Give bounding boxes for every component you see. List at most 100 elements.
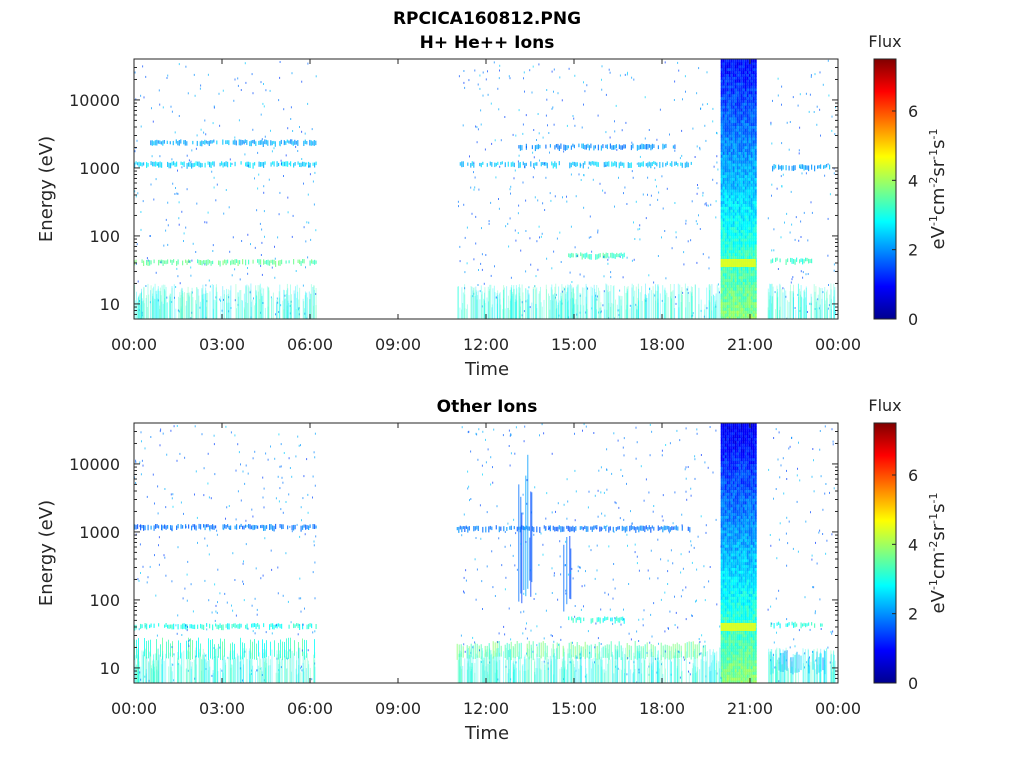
flux-cell (538, 293, 540, 319)
flux-cell (736, 119, 739, 124)
flux-cell (722, 564, 725, 568)
flux-cell (786, 212, 788, 215)
flux-cell (734, 108, 737, 112)
flux-cell (754, 102, 757, 106)
flux-cell (722, 151, 725, 155)
flux-cell (580, 164, 582, 167)
flux-cell (716, 132, 718, 135)
flux-cell (754, 275, 757, 280)
flux-cell (734, 102, 737, 106)
flux-cell (720, 116, 723, 121)
flux-cell (468, 646, 470, 659)
flux-cell (732, 584, 735, 589)
flux-cell (252, 162, 254, 169)
flux-cell (290, 118, 292, 120)
flux-cell (510, 525, 512, 530)
flux-cell (175, 286, 177, 288)
flux-cell (748, 633, 751, 638)
flux-cell (736, 64, 739, 69)
flux-cell (732, 275, 735, 280)
flux-cell (734, 194, 737, 199)
flux-cell (748, 64, 751, 69)
flux-cell (722, 301, 725, 306)
flux-cell (720, 59, 723, 63)
flux-cell (720, 605, 723, 609)
flux-cell (722, 206, 725, 210)
flux-cell (279, 297, 281, 319)
flux-cell (734, 197, 737, 202)
flux-cell (787, 258, 789, 263)
flux-cell (244, 643, 245, 658)
flux-cell (720, 165, 723, 170)
flux-cell (732, 619, 735, 623)
flux-cell (744, 677, 747, 681)
flux-cell (746, 645, 749, 649)
flux-cell (724, 238, 727, 242)
flux-cell (829, 164, 831, 170)
flux-cell (285, 154, 287, 157)
flux-cell (728, 587, 731, 592)
flux-cell (728, 616, 731, 620)
flux-cell (456, 527, 458, 531)
flux-cell (205, 290, 207, 319)
flux-cell (700, 107, 702, 110)
flux-cell (561, 298, 562, 319)
flux-cell (738, 267, 741, 271)
flux-cell (504, 308, 506, 319)
flux-cell (754, 189, 757, 193)
flux-cell (572, 308, 574, 319)
flux-cell (625, 121, 627, 124)
flux-cell (730, 293, 733, 297)
flux-cell (814, 308, 816, 310)
flux-cell (269, 89, 271, 92)
flux-cell (732, 93, 735, 98)
flux-cell (726, 619, 729, 623)
flux-cell (726, 310, 729, 314)
flux-cell (724, 657, 727, 661)
flux-cell (781, 185, 783, 187)
flux-cell (754, 249, 757, 254)
flux-cell (276, 161, 278, 167)
flux-cell (156, 298, 158, 319)
flux-cell (746, 111, 749, 115)
flux-cell (734, 671, 737, 675)
flux-cell (750, 587, 753, 592)
flux-cell (724, 564, 727, 568)
flux-cell (278, 213, 280, 216)
flux-cell (636, 526, 638, 530)
flux-cell (238, 139, 240, 146)
flux-cell (559, 231, 561, 234)
flux-cell (750, 154, 753, 158)
flux-cell (720, 674, 723, 678)
flux-cell (816, 307, 818, 319)
flux-cell (728, 255, 731, 259)
flux-cell (728, 642, 731, 646)
flux-cell (556, 299, 558, 319)
flux-cell (748, 197, 751, 202)
flux-cell (168, 295, 170, 319)
flux-cell (574, 646, 576, 659)
flux-cell (726, 128, 729, 132)
flux-cell (744, 96, 747, 100)
flux-cell (734, 290, 737, 294)
flux-cell (599, 526, 601, 532)
flux-cell (748, 293, 751, 297)
flux-cell (724, 189, 727, 193)
flux-cell (724, 636, 727, 641)
flux-cell (794, 307, 796, 309)
flux-cell (816, 123, 818, 126)
flux-cell (732, 99, 735, 103)
flux-cell (681, 294, 683, 319)
flux-cell (740, 229, 743, 233)
flux-cell (732, 87, 735, 92)
flux-cell (746, 301, 749, 306)
flux-cell (748, 631, 751, 635)
flux-cell (207, 161, 209, 165)
flux-cell (722, 76, 725, 80)
flux-cell (228, 310, 230, 313)
flux-cell (752, 290, 755, 294)
flux-cell (742, 645, 745, 649)
flux-cell (654, 161, 656, 165)
flux-cell (579, 273, 581, 276)
flux-cell (608, 317, 610, 319)
